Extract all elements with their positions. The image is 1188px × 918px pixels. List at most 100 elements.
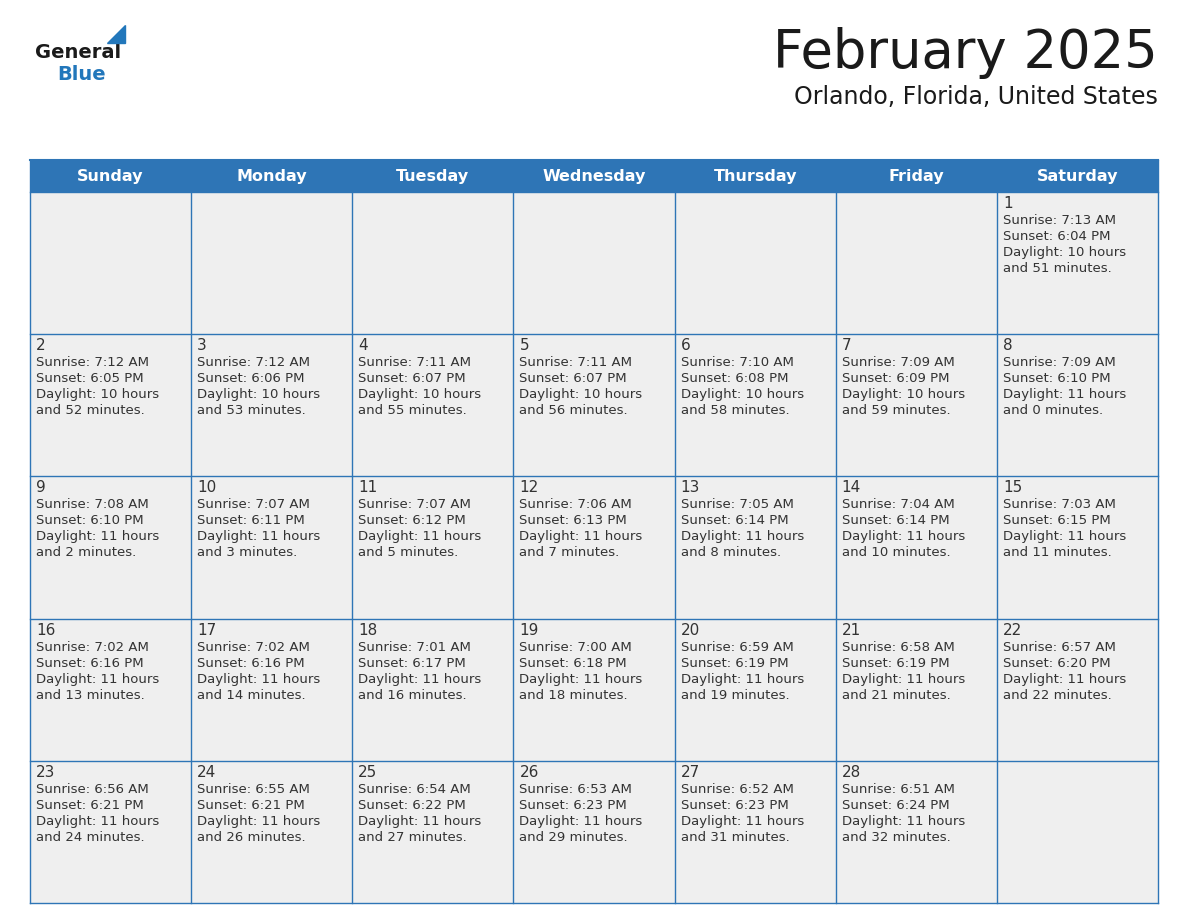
Bar: [30, 619, 191, 761]
Bar: [191, 619, 353, 761]
Text: 23: 23: [36, 765, 56, 779]
Bar: [353, 476, 513, 619]
Bar: [30, 761, 191, 903]
Bar: [675, 192, 835, 334]
Text: 6: 6: [681, 338, 690, 353]
Bar: [191, 192, 353, 334]
Text: Sunset: 6:05 PM: Sunset: 6:05 PM: [36, 372, 144, 386]
Text: Sunrise: 7:08 AM: Sunrise: 7:08 AM: [36, 498, 148, 511]
Text: Sunrise: 6:56 AM: Sunrise: 6:56 AM: [36, 783, 148, 796]
Text: Daylight: 10 hours: Daylight: 10 hours: [197, 388, 321, 401]
Bar: [835, 476, 997, 619]
Text: and 11 minutes.: and 11 minutes.: [1003, 546, 1112, 559]
Text: Sunset: 6:14 PM: Sunset: 6:14 PM: [842, 514, 949, 528]
Text: Sunday: Sunday: [77, 169, 144, 184]
Text: Sunrise: 6:58 AM: Sunrise: 6:58 AM: [842, 641, 954, 654]
Text: and 13 minutes.: and 13 minutes.: [36, 688, 145, 701]
Text: and 3 minutes.: and 3 minutes.: [197, 546, 297, 559]
Text: Sunset: 6:06 PM: Sunset: 6:06 PM: [197, 372, 304, 386]
Text: 16: 16: [36, 622, 56, 638]
Text: and 26 minutes.: and 26 minutes.: [197, 831, 305, 844]
Text: Sunset: 6:08 PM: Sunset: 6:08 PM: [681, 372, 788, 386]
Text: Sunrise: 6:59 AM: Sunrise: 6:59 AM: [681, 641, 794, 654]
Text: 19: 19: [519, 622, 539, 638]
Text: Sunrise: 7:09 AM: Sunrise: 7:09 AM: [1003, 356, 1116, 369]
Text: 14: 14: [842, 480, 861, 496]
Text: Sunrise: 6:53 AM: Sunrise: 6:53 AM: [519, 783, 632, 796]
Bar: [513, 619, 675, 761]
Text: and 24 minutes.: and 24 minutes.: [36, 831, 145, 844]
Text: and 21 minutes.: and 21 minutes.: [842, 688, 950, 701]
Bar: [835, 334, 997, 476]
Bar: [353, 761, 513, 903]
Text: Friday: Friday: [889, 169, 944, 184]
Text: 21: 21: [842, 622, 861, 638]
Text: Orlando, Florida, United States: Orlando, Florida, United States: [794, 85, 1158, 109]
Bar: [513, 160, 675, 192]
Text: Daylight: 11 hours: Daylight: 11 hours: [519, 531, 643, 543]
Bar: [997, 619, 1158, 761]
Bar: [30, 192, 191, 334]
Text: and 31 minutes.: and 31 minutes.: [681, 831, 789, 844]
Bar: [675, 619, 835, 761]
Text: Sunset: 6:07 PM: Sunset: 6:07 PM: [359, 372, 466, 386]
Text: Daylight: 11 hours: Daylight: 11 hours: [359, 531, 481, 543]
Text: and 18 minutes.: and 18 minutes.: [519, 688, 628, 701]
Bar: [30, 160, 191, 192]
Text: 15: 15: [1003, 480, 1022, 496]
Text: 20: 20: [681, 622, 700, 638]
Text: and 19 minutes.: and 19 minutes.: [681, 688, 789, 701]
Bar: [513, 334, 675, 476]
Text: Daylight: 11 hours: Daylight: 11 hours: [1003, 531, 1126, 543]
Text: Sunset: 6:16 PM: Sunset: 6:16 PM: [197, 656, 305, 669]
Text: Sunset: 6:04 PM: Sunset: 6:04 PM: [1003, 230, 1111, 243]
Bar: [353, 334, 513, 476]
Bar: [353, 619, 513, 761]
Text: Sunrise: 7:07 AM: Sunrise: 7:07 AM: [197, 498, 310, 511]
Text: and 56 minutes.: and 56 minutes.: [519, 404, 628, 417]
Text: February 2025: February 2025: [773, 27, 1158, 79]
Text: Sunrise: 6:52 AM: Sunrise: 6:52 AM: [681, 783, 794, 796]
Bar: [513, 761, 675, 903]
Text: Sunset: 6:17 PM: Sunset: 6:17 PM: [359, 656, 466, 669]
Text: Sunset: 6:18 PM: Sunset: 6:18 PM: [519, 656, 627, 669]
Text: and 2 minutes.: and 2 minutes.: [36, 546, 137, 559]
Text: 11: 11: [359, 480, 378, 496]
Text: Sunset: 6:15 PM: Sunset: 6:15 PM: [1003, 514, 1111, 528]
Text: and 8 minutes.: and 8 minutes.: [681, 546, 781, 559]
Text: and 52 minutes.: and 52 minutes.: [36, 404, 145, 417]
Text: Sunset: 6:23 PM: Sunset: 6:23 PM: [681, 799, 789, 812]
Text: Sunrise: 7:05 AM: Sunrise: 7:05 AM: [681, 498, 794, 511]
Text: Daylight: 10 hours: Daylight: 10 hours: [519, 388, 643, 401]
Text: Sunset: 6:19 PM: Sunset: 6:19 PM: [842, 656, 949, 669]
Text: Sunrise: 7:00 AM: Sunrise: 7:00 AM: [519, 641, 632, 654]
Bar: [675, 761, 835, 903]
Text: and 55 minutes.: and 55 minutes.: [359, 404, 467, 417]
Text: Sunrise: 7:09 AM: Sunrise: 7:09 AM: [842, 356, 954, 369]
Text: and 51 minutes.: and 51 minutes.: [1003, 262, 1112, 275]
Bar: [513, 476, 675, 619]
Bar: [191, 334, 353, 476]
Text: Daylight: 10 hours: Daylight: 10 hours: [1003, 246, 1126, 259]
Text: Sunrise: 7:12 AM: Sunrise: 7:12 AM: [197, 356, 310, 369]
Text: Sunrise: 7:02 AM: Sunrise: 7:02 AM: [197, 641, 310, 654]
Text: Sunrise: 7:11 AM: Sunrise: 7:11 AM: [519, 356, 632, 369]
Text: and 53 minutes.: and 53 minutes.: [197, 404, 305, 417]
Text: Daylight: 11 hours: Daylight: 11 hours: [842, 815, 965, 828]
Text: Sunrise: 7:03 AM: Sunrise: 7:03 AM: [1003, 498, 1116, 511]
Text: and 58 minutes.: and 58 minutes.: [681, 404, 789, 417]
Text: Daylight: 11 hours: Daylight: 11 hours: [519, 673, 643, 686]
Text: 4: 4: [359, 338, 368, 353]
Text: 2: 2: [36, 338, 45, 353]
Polygon shape: [107, 25, 125, 43]
Text: Saturday: Saturday: [1037, 169, 1118, 184]
Text: Sunset: 6:11 PM: Sunset: 6:11 PM: [197, 514, 305, 528]
Text: and 7 minutes.: and 7 minutes.: [519, 546, 620, 559]
Text: Daylight: 10 hours: Daylight: 10 hours: [359, 388, 481, 401]
Bar: [997, 160, 1158, 192]
Bar: [675, 476, 835, 619]
Bar: [675, 160, 835, 192]
Text: Sunset: 6:24 PM: Sunset: 6:24 PM: [842, 799, 949, 812]
Text: 25: 25: [359, 765, 378, 779]
Text: Sunset: 6:10 PM: Sunset: 6:10 PM: [36, 514, 144, 528]
